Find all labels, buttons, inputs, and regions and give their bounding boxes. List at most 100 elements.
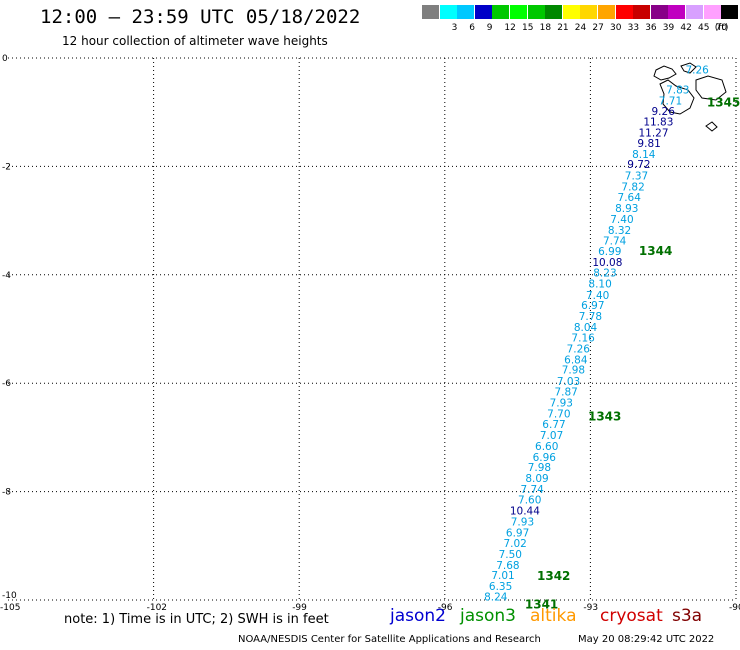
legend-unit: (ft) xyxy=(714,23,729,33)
satellite-label-s3a: s3a xyxy=(672,606,703,626)
wave-height-label: 8.09 xyxy=(525,473,548,485)
wave-height-label: 7.87 xyxy=(554,386,577,398)
island-outline xyxy=(695,75,727,101)
legend-label: 3 xyxy=(451,23,458,33)
legend-label: 6 xyxy=(469,23,475,33)
wave-height-label: 7.64 xyxy=(618,192,642,204)
wave-height-label: 10.08 xyxy=(592,257,622,269)
x-tick-label: -102 xyxy=(147,603,167,613)
x-tick-label: -96 xyxy=(438,603,453,613)
legend-label: 39 xyxy=(662,23,675,33)
wave-height-label: 7.93 xyxy=(511,516,534,528)
legend-swatch xyxy=(545,5,563,19)
wave-height-label: 7.98 xyxy=(562,365,585,377)
island-outline xyxy=(680,62,697,74)
wave-height-label: 7.82 xyxy=(621,181,644,193)
wave-height-label: 6.60 xyxy=(535,441,558,453)
footer-credit: NOAA/NESDIS Center for Satellite Applica… xyxy=(238,634,541,645)
page-title: 12:00 – 23:59 UTC 05/18/2022 xyxy=(40,6,361,28)
time-labels: 1345 1344 1343 1342 1341 xyxy=(525,95,740,611)
legend-label: 42 xyxy=(680,23,692,33)
legend-swatch xyxy=(439,5,457,19)
wave-height-label: 8.10 xyxy=(588,278,611,290)
legend-swatch xyxy=(457,5,475,19)
wave-height-label: 8.24 xyxy=(484,592,508,604)
satellite-label-cryosat: cryosat xyxy=(600,606,663,626)
x-tick-label: -93 xyxy=(583,603,598,613)
wave-height-label: 6.99 xyxy=(598,246,621,258)
wave-height-label: 6.84 xyxy=(564,354,588,366)
legend-swatch xyxy=(650,5,668,19)
wave-height-label: 9.72 xyxy=(627,159,650,171)
legend-label: 24 xyxy=(574,23,587,33)
time-label: 1342 xyxy=(537,569,570,583)
legend-label: 30 xyxy=(610,23,622,33)
wave-height-label: 7.60 xyxy=(518,495,541,507)
satellite-label-altika: altika xyxy=(530,606,577,626)
x-tick-label: -105 xyxy=(0,603,20,613)
wave-height-label: 7.74 xyxy=(520,484,544,496)
wave-height-label: 10.44 xyxy=(510,506,540,518)
wave-height-label: 8.93 xyxy=(615,203,638,215)
legend-label: 70 xyxy=(715,23,728,33)
time-label: 1344 xyxy=(639,244,672,258)
wave-height-label: 7.26 xyxy=(685,64,709,76)
legend-label: 36 xyxy=(645,23,657,33)
wave-height-label: 7.50 xyxy=(499,549,522,561)
wave-height-label: 7.40 xyxy=(586,290,609,302)
legend-swatch xyxy=(703,5,721,19)
wave-height-label: 7.37 xyxy=(625,171,648,183)
legend-label: 33 xyxy=(627,23,640,33)
legend-swatch xyxy=(492,5,510,19)
wave-height-label: 6.96 xyxy=(533,452,557,464)
legend-swatch xyxy=(510,5,527,19)
wave-height-label: 7.07 xyxy=(540,430,563,442)
altimeter-track: 7.267.837.719.2611.8311.279.818.149.727.… xyxy=(484,64,709,603)
legend-swatch xyxy=(686,5,703,19)
wave-height-label: 6.77 xyxy=(542,419,565,431)
legend-swatch xyxy=(580,5,598,19)
wave-height-label: 7.01 xyxy=(491,570,514,582)
page-subtitle: 12 hour collection of altimeter wave hei… xyxy=(62,34,328,48)
wave-height-label: 6.97 xyxy=(506,527,529,539)
y-tick-label: -8 xyxy=(2,488,11,498)
wave-height-label: 9.26 xyxy=(652,106,676,118)
legend-swatch xyxy=(598,5,615,19)
island-outline xyxy=(705,121,718,132)
time-label: 1345 xyxy=(707,95,740,109)
time-label: 1343 xyxy=(588,409,621,423)
wave-height-label: 6.35 xyxy=(489,581,512,593)
legend-swatch xyxy=(527,5,545,19)
wave-height-label: 7.83 xyxy=(666,84,689,96)
legend-swatch xyxy=(615,5,633,19)
island-outline xyxy=(653,65,677,81)
legend-swatch xyxy=(668,5,686,19)
wave-height-label: 7.16 xyxy=(571,333,595,345)
footer-timestamp: May 20 08:29:42 UTC 2022 xyxy=(578,634,715,645)
wave-height-label: 7.93 xyxy=(550,398,573,410)
legend-swatch xyxy=(562,5,580,19)
x-tick-label: -90 xyxy=(729,603,740,613)
time-label: 1341 xyxy=(525,597,558,611)
wave-height-label: 8.04 xyxy=(574,322,598,334)
wave-height-label: 7.40 xyxy=(610,214,633,226)
satellite-label-jason3: jason3 xyxy=(460,606,516,626)
wave-height-label: 8.14 xyxy=(632,149,656,161)
wave-height-label: 7.78 xyxy=(579,311,602,323)
legend-label: 18 xyxy=(539,23,552,33)
wave-height-label: 7.98 xyxy=(528,462,551,474)
legend-label: 9 xyxy=(486,23,493,33)
legend-label: 27 xyxy=(592,23,604,33)
x-tick-label: -99 xyxy=(292,603,307,613)
wave-height-label: 11.27 xyxy=(638,127,668,139)
wave-height-label: 7.71 xyxy=(659,95,682,107)
legend-label: 45 xyxy=(698,23,710,33)
wave-height-label: 6.97 xyxy=(581,300,604,312)
wave-height-label: 7.03 xyxy=(557,376,580,388)
map-grid xyxy=(8,57,737,601)
axis-labels: -105 -102 -99 -96 -93 -90 0 -2 -4 -6 -8 -10 xyxy=(0,54,740,613)
wave-height-label: 9.81 xyxy=(637,138,660,150)
y-tick-label: -4 xyxy=(2,271,11,281)
wave-height-label: 7.68 xyxy=(496,560,519,572)
y-tick-label: -2 xyxy=(2,162,11,172)
